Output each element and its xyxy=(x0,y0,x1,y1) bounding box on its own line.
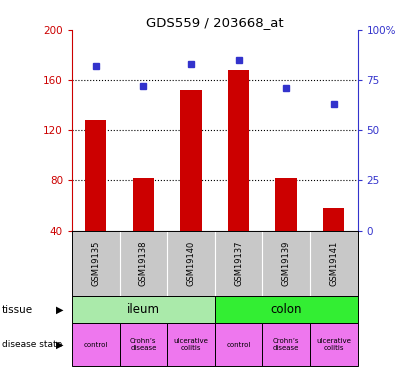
Text: GSM19138: GSM19138 xyxy=(139,241,148,286)
Title: GDS559 / 203668_at: GDS559 / 203668_at xyxy=(146,16,284,29)
Bar xyxy=(85,120,106,231)
Text: tissue: tissue xyxy=(2,305,33,315)
Bar xyxy=(323,208,344,231)
Text: ▶: ▶ xyxy=(55,305,63,315)
Text: control: control xyxy=(226,342,251,348)
Bar xyxy=(72,323,120,366)
Text: GSM19139: GSM19139 xyxy=(282,241,291,286)
Text: Crohn’s
disease: Crohn’s disease xyxy=(273,338,299,351)
Text: ulcerative
colitis: ulcerative colitis xyxy=(173,338,208,351)
Bar xyxy=(262,323,310,366)
Bar xyxy=(120,323,167,366)
Bar xyxy=(215,323,262,366)
Bar xyxy=(133,178,154,231)
Text: ileum: ileum xyxy=(127,303,160,316)
Text: ▶: ▶ xyxy=(55,340,63,350)
Bar xyxy=(275,178,297,231)
Bar xyxy=(180,90,202,231)
Bar xyxy=(310,323,358,366)
Text: colon: colon xyxy=(270,303,302,316)
Bar xyxy=(228,70,249,231)
Text: Crohn’s
disease: Crohn’s disease xyxy=(130,338,157,351)
Text: GSM19141: GSM19141 xyxy=(329,241,338,286)
Bar xyxy=(72,296,215,323)
Text: GSM19137: GSM19137 xyxy=(234,241,243,286)
Text: control: control xyxy=(83,342,108,348)
Text: disease state: disease state xyxy=(2,340,62,350)
Bar xyxy=(167,323,215,366)
Bar xyxy=(215,296,358,323)
Text: GSM19140: GSM19140 xyxy=(187,241,196,286)
Text: GSM19135: GSM19135 xyxy=(91,241,100,286)
Text: ulcerative
colitis: ulcerative colitis xyxy=(316,338,351,351)
